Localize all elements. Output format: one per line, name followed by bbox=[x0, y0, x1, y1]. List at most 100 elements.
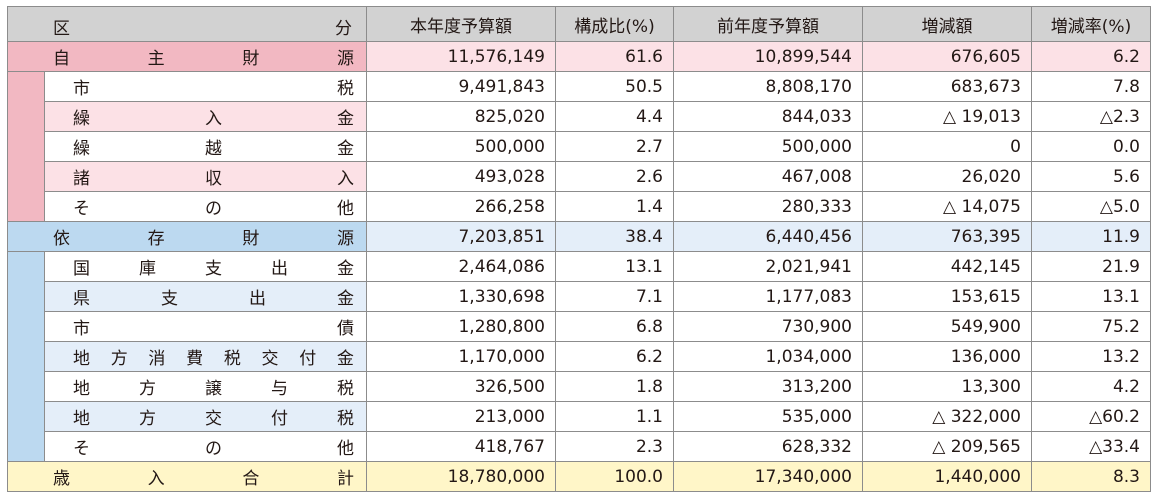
cell-change-rate: 0.0 bbox=[1031, 131, 1151, 162]
label-char: 財 bbox=[242, 229, 260, 249]
row-label-text: 歳入合計 bbox=[53, 464, 354, 489]
cell-change-rate: 4.2 bbox=[1031, 371, 1151, 402]
row-label: その他 bbox=[44, 191, 367, 222]
cell-change: △ 209,565 bbox=[862, 431, 1032, 462]
row-label-text: 地方交付税 bbox=[73, 404, 354, 429]
cell-change-rate: 5.6 bbox=[1031, 161, 1151, 192]
cell-ratio: 2.6 bbox=[555, 161, 674, 192]
row-label-text: 地方譲与税 bbox=[73, 374, 354, 399]
row-label: その他 bbox=[44, 431, 367, 462]
cell-current-budget: 213,000 bbox=[366, 401, 556, 432]
cell-ratio: 7.1 bbox=[555, 281, 674, 312]
cell-change: △ 19,013 bbox=[862, 101, 1032, 132]
cell-ratio: 6.8 bbox=[555, 311, 674, 342]
cell-previous-budget: 280,333 bbox=[673, 191, 863, 222]
cell-change: 136,000 bbox=[862, 341, 1032, 372]
label-char: 越 bbox=[205, 139, 222, 159]
cell-ratio: 50.5 bbox=[555, 71, 674, 102]
cell-change-rate: △5.0 bbox=[1031, 191, 1151, 222]
cell-change-rate: 13.1 bbox=[1031, 281, 1151, 312]
cell-change-rate: 7.8 bbox=[1031, 71, 1151, 102]
cell-change: 442,145 bbox=[862, 251, 1032, 282]
label-char: 地 bbox=[73, 349, 90, 369]
label-char: 市 bbox=[73, 79, 90, 99]
cell-previous-budget: 535,000 bbox=[673, 401, 863, 432]
row-label: 地方消費税交付金 bbox=[44, 341, 367, 372]
total-row: 歳 入 合 計 18,780,000 100.0 17,340,000 1,440,000 8.… bbox=[7, 461, 1151, 492]
label-char: 支 bbox=[205, 259, 222, 279]
cell-ratio: 2.3 bbox=[555, 431, 674, 462]
cell-change: △ 14,075 bbox=[862, 191, 1032, 222]
label-char: 出 bbox=[271, 259, 288, 279]
row-label-text: 市税 bbox=[73, 74, 354, 99]
label-char: 方 bbox=[139, 409, 156, 429]
cell-change-rate: 75.2 bbox=[1031, 311, 1151, 342]
group-gutter bbox=[7, 71, 45, 102]
label-char: 税 bbox=[337, 79, 354, 99]
label-char: 繰 bbox=[73, 109, 90, 129]
label-char: 支 bbox=[161, 289, 178, 309]
label-char: 入 bbox=[337, 169, 354, 189]
cell-change: △ 322,000 bbox=[862, 401, 1032, 432]
label-char: の bbox=[205, 439, 222, 459]
row-label-text: 繰入金 bbox=[73, 104, 354, 129]
group-gutter bbox=[7, 131, 45, 162]
row-label: 地方交付税 bbox=[44, 401, 367, 432]
cell-previous-budget: 10,899,544 bbox=[673, 41, 863, 72]
header-previous-budget: 前年度予算額 bbox=[673, 6, 863, 42]
group-gutter bbox=[7, 251, 45, 282]
label-char: 依 bbox=[53, 229, 70, 249]
cell-current-budget: 18,780,000 bbox=[366, 461, 556, 492]
label-char: 主 bbox=[147, 49, 165, 69]
cell-ratio: 4.4 bbox=[555, 101, 674, 132]
cell-current-budget: 418,767 bbox=[366, 431, 556, 462]
row-label: 諸収入 bbox=[44, 161, 367, 192]
label-char: 付 bbox=[271, 409, 288, 429]
row-label-text: 諸収入 bbox=[73, 164, 354, 189]
cell-change-rate: 13.2 bbox=[1031, 341, 1151, 372]
cell-previous-budget: 467,008 bbox=[673, 161, 863, 192]
cell-change-rate: 21.9 bbox=[1031, 251, 1151, 282]
row-label-text: 地方消費税交付金 bbox=[73, 344, 354, 369]
cell-previous-budget: 628,332 bbox=[673, 431, 863, 462]
label-char: そ bbox=[73, 199, 90, 219]
label-char: 自 bbox=[53, 49, 70, 69]
table-body: 自主財源 11,576,149 61.6 10,899,544 676,605 6.2 市税… bbox=[7, 41, 1151, 492]
table-row: 地 方 交 付 税 213,000 1.1 535,000 △ 322,000 △60.2 bbox=[7, 401, 1151, 432]
label-char: 国 bbox=[73, 259, 90, 279]
label-char: 県 bbox=[73, 289, 90, 309]
cell-ratio: 38.4 bbox=[555, 221, 674, 252]
table-row: 県 支 出 金 1,330,698 7.1 1,177,083 153,615 13.1 bbox=[7, 281, 1151, 312]
cell-change: 549,900 bbox=[862, 311, 1032, 342]
row-label-text: 自主財源 bbox=[53, 44, 354, 69]
cell-change-rate: △2.3 bbox=[1031, 101, 1151, 132]
cell-change: 0 bbox=[862, 131, 1032, 162]
header-category: 区 分 bbox=[7, 6, 367, 42]
row-label: 自主財源 bbox=[7, 41, 367, 72]
label-char: 他 bbox=[337, 199, 354, 219]
label-char: 源 bbox=[336, 229, 354, 249]
group-gutter bbox=[7, 371, 45, 402]
table-row: 市債 1,280,800 6.8 730,900 549,900 75.2 bbox=[7, 311, 1151, 342]
cell-change: 1,440,000 bbox=[862, 461, 1032, 492]
table-row: そ の 他 418,767 2.3 628,332 △ 209,565 △33.4 bbox=[7, 431, 1151, 462]
cell-change: 153,615 bbox=[862, 281, 1032, 312]
header-row: 区 分 本年度予算額 構成比(%) 前年度予算額 増減額 増減率(%) bbox=[7, 6, 1151, 42]
table-row: 地 方 譲 与 税 326,500 1.8 313,200 13,300 4.2 bbox=[7, 371, 1151, 402]
label-char: 庫 bbox=[139, 259, 156, 279]
group-gutter bbox=[7, 311, 45, 342]
cell-change: 676,605 bbox=[862, 41, 1032, 72]
cell-previous-budget: 1,177,083 bbox=[673, 281, 863, 312]
row-label-text: 県支出金 bbox=[73, 284, 354, 309]
label-char: 他 bbox=[337, 439, 354, 459]
group-row-own: 自 主 財 源 11,576,149 61.6 10,899,544 676,605 6.2 bbox=[7, 41, 1151, 72]
label-char: 金 bbox=[337, 109, 354, 129]
label-char: 方 bbox=[139, 379, 156, 399]
label-char: 繰 bbox=[73, 139, 90, 159]
cell-change: 26,020 bbox=[862, 161, 1032, 192]
row-label-text: その他 bbox=[73, 194, 354, 219]
header-ratio: 構成比(%) bbox=[555, 6, 674, 42]
cell-ratio: 13.1 bbox=[555, 251, 674, 282]
row-label: 歳入合計 bbox=[7, 461, 367, 492]
label-char: 費 bbox=[186, 349, 204, 369]
